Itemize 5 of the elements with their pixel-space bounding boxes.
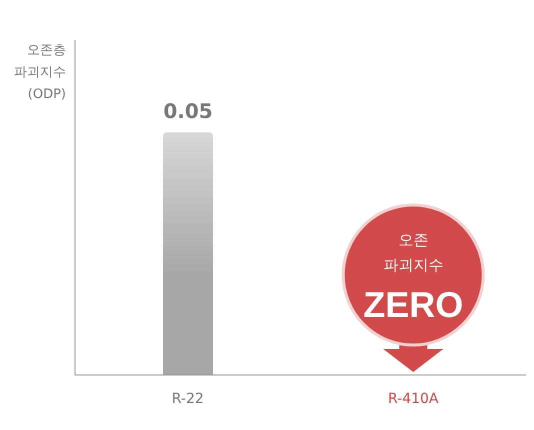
x-tick-label: R-22 [172,391,204,407]
annotation: 오존 파괴지수 ZERO [363,232,464,325]
y-axis-title: 오존층 파괴지수 (ODP) [13,42,66,104]
x-tick-label: R-410A [388,391,439,407]
data-label: 0.05 [163,99,213,124]
